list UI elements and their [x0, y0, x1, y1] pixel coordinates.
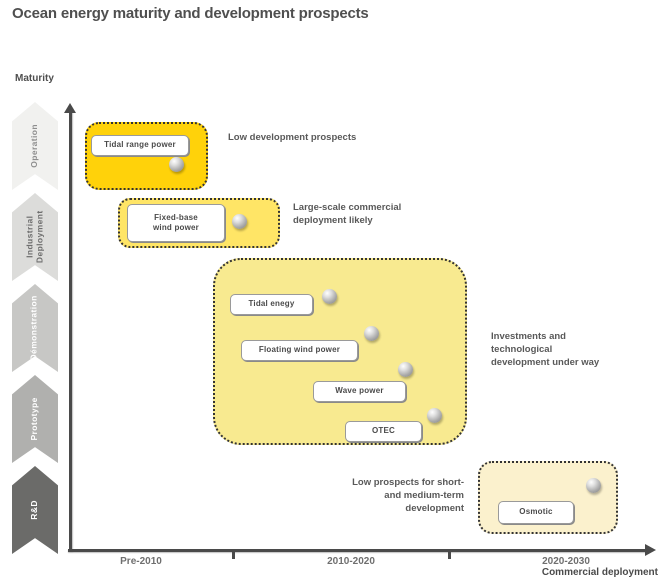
- maturity-level-demonstration: Démonstration: [12, 284, 58, 372]
- group-box-rd: Osmotic: [478, 461, 618, 534]
- data-point-sphere: [427, 408, 442, 423]
- x-axis-line: [68, 549, 648, 552]
- maturity-level-label: Operation: [29, 124, 40, 168]
- y-axis-arrow-icon: [63, 103, 76, 113]
- x-axis-tick: [232, 549, 235, 559]
- tech-label-osmotic: Osmotic: [498, 501, 574, 524]
- x-tick-label-pre-2010: Pre-2010: [120, 556, 162, 567]
- data-point-sphere: [322, 289, 337, 304]
- y-axis-line: [69, 112, 72, 552]
- tech-label-tidal-energy: Tidal enegy: [230, 294, 313, 315]
- x-axis-arrow-icon: [645, 544, 656, 556]
- data-point-sphere: [364, 326, 379, 341]
- maturity-level-label: Démonstration: [29, 295, 40, 361]
- group-box-industrial-deployment: Fixed-base wind power: [118, 198, 280, 248]
- annotation-investments-under-way: Investments and technological developmen…: [491, 331, 600, 369]
- annotation-low-prospects-short-medium: Low prospects for short- and medium-term…: [352, 477, 464, 515]
- data-point-sphere: [398, 362, 413, 377]
- tech-label-wave-power: Wave power: [313, 381, 406, 402]
- group-box-operation: Tidal range power: [85, 122, 208, 190]
- maturity-level-label: Industrial Deployment: [24, 210, 44, 264]
- maturity-level-label: R&D: [29, 500, 40, 520]
- maturity-level-industrial-deployment: Industrial Deployment: [12, 193, 58, 281]
- x-tick-label-2020-2030: 2020-2030: [542, 556, 590, 567]
- x-tick-label-2010-2020: 2010-2020: [327, 556, 375, 567]
- annotation-large-scale-commercial: Large-scale commercial deployment likely: [293, 202, 402, 227]
- data-point-sphere: [169, 157, 184, 172]
- maturity-level-operation: Operation: [12, 102, 58, 190]
- tech-label-fixed-base-wind-power: Fixed-base wind power: [127, 204, 225, 242]
- x-axis-title: Commercial deployment: [541, 567, 658, 578]
- data-point-sphere: [586, 478, 601, 493]
- tech-label-floating-wind-power: Floating wind power: [241, 340, 358, 361]
- page-title: Ocean energy maturity and development pr…: [12, 5, 369, 22]
- tech-label-otec: OTEC: [345, 421, 422, 442]
- maturity-level-prototype: Prototype: [12, 375, 58, 463]
- annotation-low-development-prospects: Low development prospects: [228, 132, 357, 143]
- maturity-level-label: Prototype: [29, 397, 40, 441]
- x-axis-tick: [448, 549, 451, 559]
- tech-label-tidal-range-power: Tidal range power: [91, 135, 189, 156]
- group-box-demonstration-prototype: Tidal enegy Floating wind power Wave pow…: [213, 258, 467, 445]
- data-point-sphere: [232, 214, 247, 229]
- y-axis-title: Maturity: [15, 73, 54, 84]
- maturity-level-rd: R&D: [12, 466, 58, 554]
